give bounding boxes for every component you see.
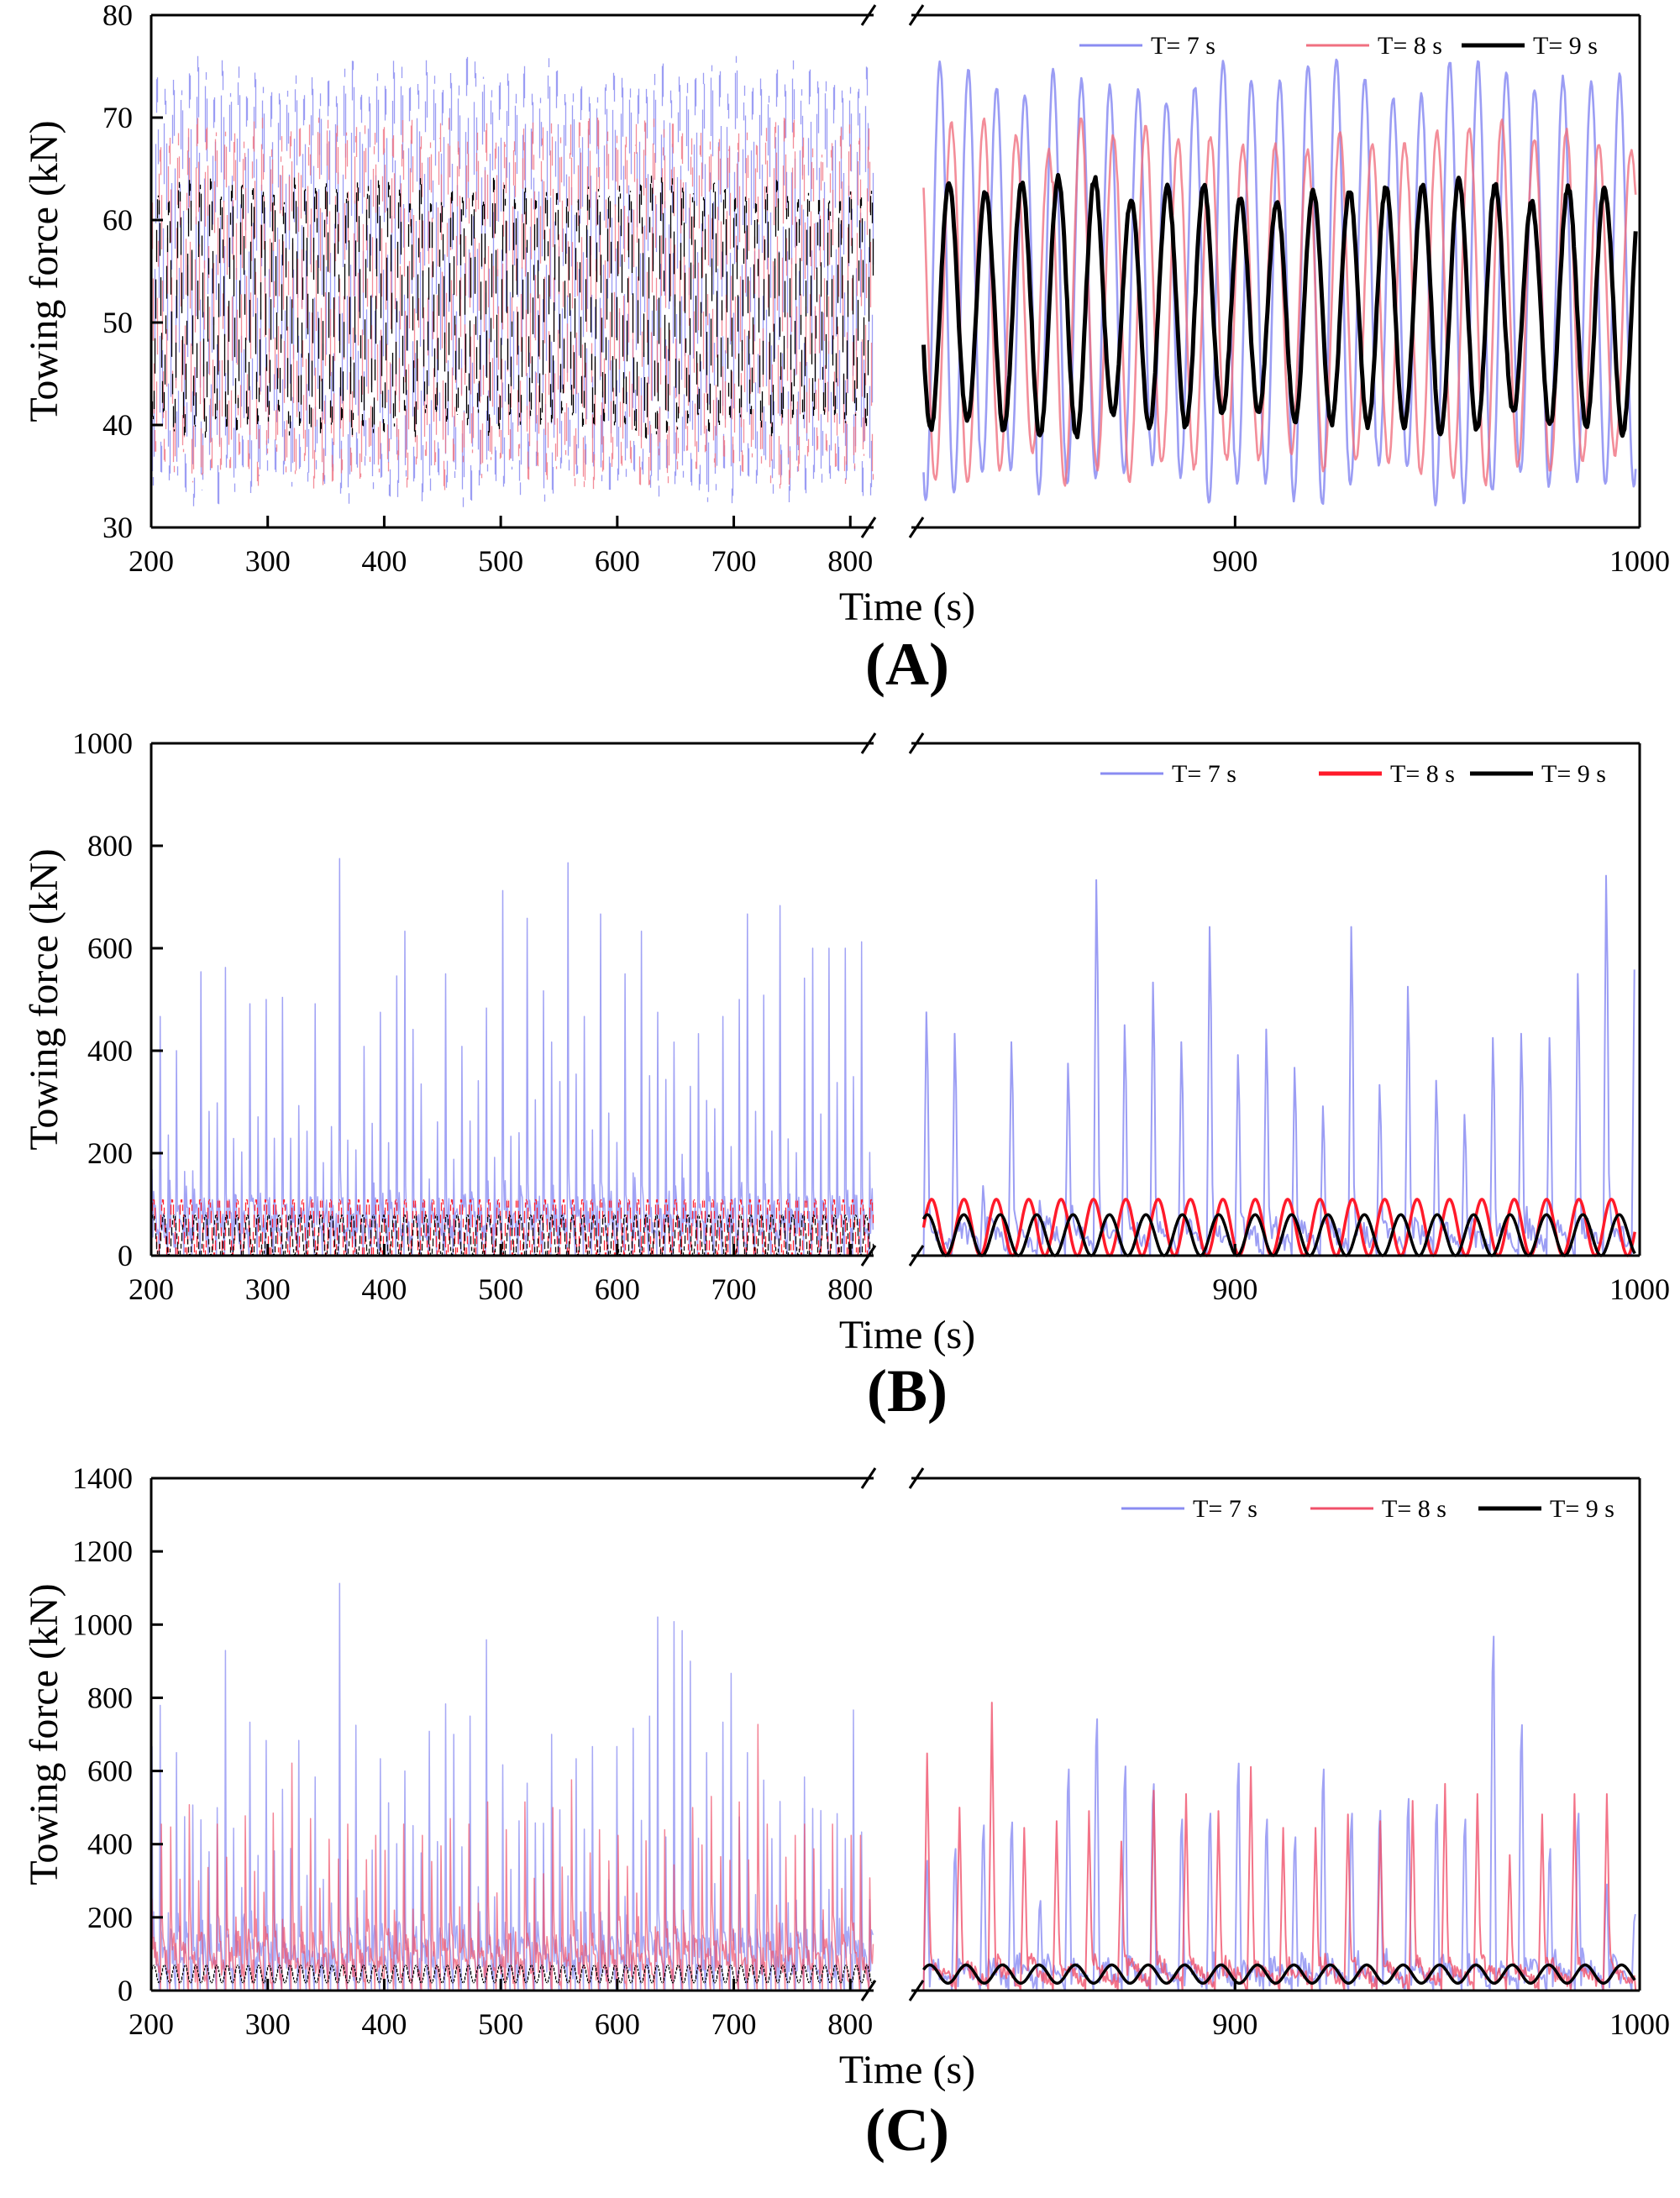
y-tick-label: 1400 xyxy=(72,1461,133,1495)
x-tick-label: 1000 xyxy=(1609,1272,1670,1306)
y-tick-label: 1200 xyxy=(72,1534,133,1568)
x-tick-label: 400 xyxy=(361,2007,407,2041)
x-tick-label: 800 xyxy=(827,2007,873,2041)
x-tick-label: 500 xyxy=(478,1272,523,1306)
x-tick-label: 200 xyxy=(129,1272,174,1306)
series-line-t8-seg1 xyxy=(150,1723,874,1991)
y-tick-label: 800 xyxy=(87,829,133,863)
y-tick-label: 0 xyxy=(118,1974,133,2007)
y-tick-label: 60 xyxy=(102,203,133,237)
legend-label: T= 8 s xyxy=(1378,32,1442,60)
y-tick-label: 30 xyxy=(102,511,133,544)
legend-label: T= 9 s xyxy=(1541,760,1606,788)
x-tick-label: 900 xyxy=(1212,544,1257,578)
panel-label: (B) xyxy=(867,1357,948,1424)
x-tick-label: 400 xyxy=(361,544,407,578)
x-tick-label: 600 xyxy=(595,2007,640,2041)
y-tick-label: 70 xyxy=(102,101,133,134)
axis-break-mark xyxy=(908,1245,925,1267)
y-tick-label: 600 xyxy=(87,1755,133,1788)
series-line-t7-seg1 xyxy=(150,1582,874,1991)
legend-label: T= 7 s xyxy=(1172,760,1236,788)
axis-break-mark xyxy=(860,1467,877,1489)
y-tick-label: 1000 xyxy=(72,727,133,760)
x-tick-label: 1000 xyxy=(1609,544,1670,578)
x-tick-label: 900 xyxy=(1212,1272,1257,1306)
axis-break-mark xyxy=(860,1980,877,2001)
y-tick-label: 800 xyxy=(87,1681,133,1714)
legend-label: T= 9 s xyxy=(1550,1495,1614,1523)
x-tick-label: 700 xyxy=(711,2007,757,2041)
y-tick-label: 200 xyxy=(87,1136,133,1170)
x-axis-title: Time (s) xyxy=(839,585,975,629)
series-line-t8-seg2 xyxy=(922,1702,1637,1991)
axis-break-mark xyxy=(908,1467,925,1489)
panel-b-plot xyxy=(150,858,1636,1257)
legend-label: T= 7 s xyxy=(1151,32,1215,60)
y-tick-label: 80 xyxy=(102,0,133,32)
x-tick-label: 700 xyxy=(711,544,757,578)
y-tick-label: 40 xyxy=(102,408,133,442)
y-tick-label: 0 xyxy=(118,1239,133,1272)
legend: T= 7 s T= 8 s T= 9 s xyxy=(1121,1495,1614,1523)
x-tick-label: 1000 xyxy=(1609,2007,1670,2041)
series-line-t7-seg2 xyxy=(922,58,1637,506)
y-tick-label: 50 xyxy=(102,306,133,339)
series-line-t7-seg1 xyxy=(150,858,874,1256)
y-tick-label: 400 xyxy=(87,1828,133,1861)
y-tick-label: 1000 xyxy=(72,1608,133,1641)
y-tick-label: 400 xyxy=(87,1034,133,1068)
x-tick-label: 400 xyxy=(361,1272,407,1306)
x-tick-label: 900 xyxy=(1212,2007,1257,2041)
x-tick-label: 300 xyxy=(245,544,291,578)
axis-break-mark xyxy=(860,1245,877,1267)
legend-label: T= 8 s xyxy=(1382,1495,1446,1523)
series-line-t7-seg2 xyxy=(922,1635,1636,1991)
y-axis-title: Towing force (kN) xyxy=(22,848,66,1150)
x-tick-label: 500 xyxy=(478,2007,523,2041)
axis-break-mark xyxy=(860,732,877,754)
legend: T= 7 s T= 8 s T= 9 s xyxy=(1100,760,1606,788)
series-line-t8-seg2 xyxy=(921,1198,1636,1257)
y-tick-label: 200 xyxy=(87,1901,133,1934)
x-tick-label: 800 xyxy=(827,1272,873,1306)
x-tick-label: 200 xyxy=(129,544,174,578)
x-axis-title: Time (s) xyxy=(839,2048,975,2092)
legend-label: T= 9 s xyxy=(1533,32,1598,60)
axis-break-mark xyxy=(908,4,925,26)
legend-label: T= 8 s xyxy=(1390,760,1455,788)
series-line-t9-seg2 xyxy=(921,1213,1636,1257)
x-tick-label: 800 xyxy=(827,544,873,578)
panel-label: (A) xyxy=(865,631,949,698)
axis-break-mark xyxy=(908,1980,925,2001)
axis-break-mark xyxy=(908,732,925,754)
x-tick-label: 200 xyxy=(129,2007,174,2041)
y-axis-title: Towing force (kN) xyxy=(22,1583,66,1885)
x-tick-label: 300 xyxy=(245,2007,291,2041)
x-tick-label: 700 xyxy=(711,1272,757,1306)
axis-break-mark xyxy=(908,517,925,538)
series-line-t9-seg2 xyxy=(922,1963,1636,1986)
x-tick-label: 300 xyxy=(245,1272,291,1306)
x-tick-label: 500 xyxy=(478,544,523,578)
legend-label: T= 7 s xyxy=(1193,1495,1257,1523)
axis-break-mark xyxy=(860,4,877,26)
axis-break-mark xyxy=(860,517,877,538)
panel-a-axes: 30 40 50 60 70 80 200 300 400 500 600 700 800 900 1000… xyxy=(22,0,1670,698)
x-axis-title: Time (s) xyxy=(839,1313,975,1357)
legend: T= 7 s T= 8 s T= 9 s xyxy=(1079,32,1598,60)
y-axis-title: Towing force (kN) xyxy=(22,120,66,422)
panel-label: (C) xyxy=(865,2096,949,2164)
panel-a-plot xyxy=(150,55,1638,507)
panel-c-plot xyxy=(150,1582,1637,1991)
x-tick-label: 600 xyxy=(595,544,640,578)
x-tick-label: 600 xyxy=(595,1272,640,1306)
y-tick-label: 600 xyxy=(87,931,133,965)
series-line-t9-seg2 xyxy=(921,172,1638,440)
